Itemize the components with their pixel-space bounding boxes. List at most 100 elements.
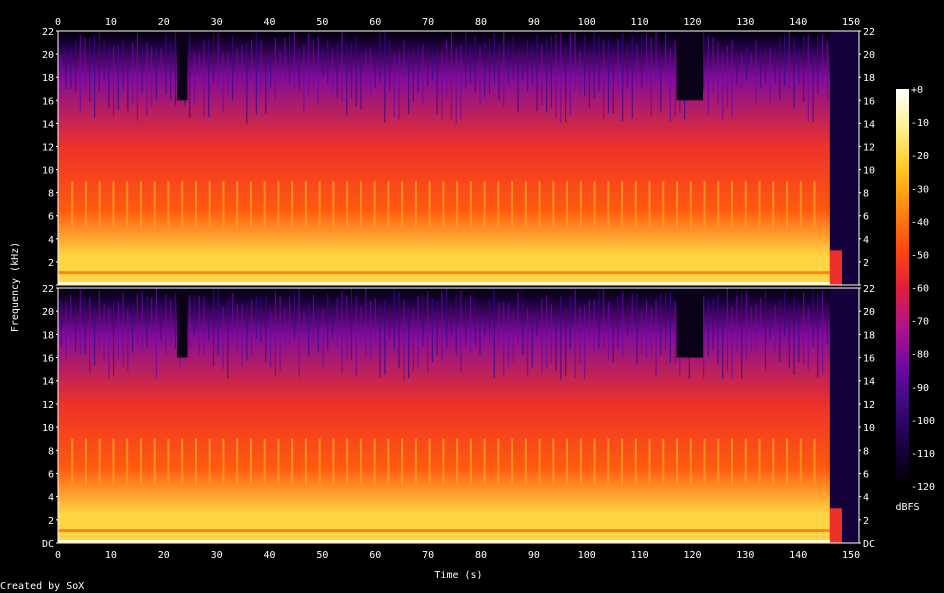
dc-line [58,282,830,285]
x-tick-bottom: 10 [105,550,117,561]
tail-region [829,288,859,543]
dc-line [58,540,830,543]
x-tick-top: 10 [105,17,117,28]
y-tick-left: 8 [48,189,54,200]
x-tick-bottom: 20 [158,550,170,561]
plot-frame [57,30,860,286]
x-tick-bottom: 60 [369,550,381,561]
y-axis-label: Frequency (kHz) [10,242,21,332]
y-tick-left: 10 [42,166,54,177]
x-tick-bottom: 0 [55,550,61,561]
y-tick-left: 2 [48,516,54,527]
y-tick-right: 20 [863,307,875,318]
y-tick-right: 6 [863,212,869,223]
x-axis-label: Time (s) [434,570,482,581]
y-tick-right: 2 [863,258,869,269]
y-tick-right: 20 [863,50,875,61]
x-tick-top: 80 [475,17,487,28]
x-tick-top: 110 [631,17,649,28]
x-tick-bottom: 30 [211,550,223,561]
tail-region [829,31,859,285]
low-band-line [58,529,830,533]
colorbar-tick: -20 [911,151,929,162]
colorbar-tick: -110 [911,449,935,460]
x-tick-bottom: 70 [422,550,434,561]
tail-low-band [829,250,842,285]
y-tick-left: 4 [48,493,54,504]
x-tick-bottom: 110 [631,550,649,561]
y-tick-left: 16 [42,354,54,365]
y-tick-left: DC [42,539,54,550]
colorbar-tick: -10 [911,118,929,129]
y-tick-right: 14 [863,119,875,130]
x-tick-top: 130 [736,17,754,28]
onset-spikes [71,181,816,228]
y-tick-left: 16 [42,96,54,107]
quiet-interval-1 [176,288,188,358]
y-tick-right: 6 [863,469,869,480]
tail-low-band [829,508,842,543]
y-tick-right: 12 [863,400,875,411]
y-tick-left: 22 [42,284,54,295]
y-tick-left: 4 [48,235,54,246]
x-tick-top: 50 [316,17,328,28]
x-tick-bottom: 80 [475,550,487,561]
y-tick-left: 2 [48,258,54,269]
x-tick-top: 150 [842,17,860,28]
colorbar: +0 -10 -20 -30 -40 -50 -60 -70 -80 -90 -100 -110 -12… [895,85,935,513]
y-tick-left: 8 [48,446,54,457]
x-tick-bottom: 100 [578,550,596,561]
y-tick-left: 18 [42,330,54,341]
y-tick-right: 16 [863,354,875,365]
y-tick-right: 16 [863,96,875,107]
x-tick-top: 30 [211,17,223,28]
colorbar-gradient [896,89,909,486]
low-band-line [58,271,830,275]
colorbar-tick: -80 [911,350,929,361]
y-tick-left: 20 [42,50,54,61]
y-tick-left: 18 [42,73,54,84]
colorbar-tick: -120 [911,482,935,493]
y-tick-left: 6 [48,212,54,223]
colorbar-label: dBFS [895,502,919,513]
quiet-interval-1 [176,31,188,101]
x-tick-bottom: 50 [316,550,328,561]
colorbar-tick: -70 [911,317,929,328]
y-tick-right: 18 [863,330,875,341]
x-tick-top: 0 [55,17,61,28]
y-tick-right: 2 [863,516,869,527]
credit-text: Created by SoX [0,581,84,592]
colorbar-tick: -60 [911,284,929,295]
y-tick-left: 10 [42,423,54,434]
colorbar-tick: -100 [911,416,935,427]
spectrum-fill [58,31,830,285]
y-tick-right: 10 [863,166,875,177]
x-tick-bottom: 150 [842,550,860,561]
plot-frame [57,287,860,544]
colorbar-tick: -40 [911,217,929,228]
quiet-interval-2 [676,31,704,101]
x-tick-top: 60 [369,17,381,28]
y-tick-right: DC [863,539,875,550]
x-tick-top: 20 [158,17,170,28]
hf-streaks [60,31,828,124]
y-tick-right: 4 [863,493,869,504]
y-tick-left: 12 [42,142,54,153]
y-tick-left: 20 [42,307,54,318]
x-tick-top: 40 [263,17,275,28]
x-tick-top: 120 [683,17,701,28]
y-tick-left: 12 [42,400,54,411]
spectrum-fill [58,288,830,543]
y-tick-right: 14 [863,377,875,388]
y-tick-right: 4 [863,235,869,246]
onset-spikes [71,438,816,486]
colorbar-tick: -90 [911,383,929,394]
x-tick-bottom: 120 [683,550,701,561]
y-tick-right: 8 [863,446,869,457]
x-tick-bottom: 40 [263,550,275,561]
x-tick-top: 90 [528,17,540,28]
colorbar-tick: +0 [911,85,923,96]
y-tick-right: 18 [863,73,875,84]
y-tick-right: 10 [863,423,875,434]
